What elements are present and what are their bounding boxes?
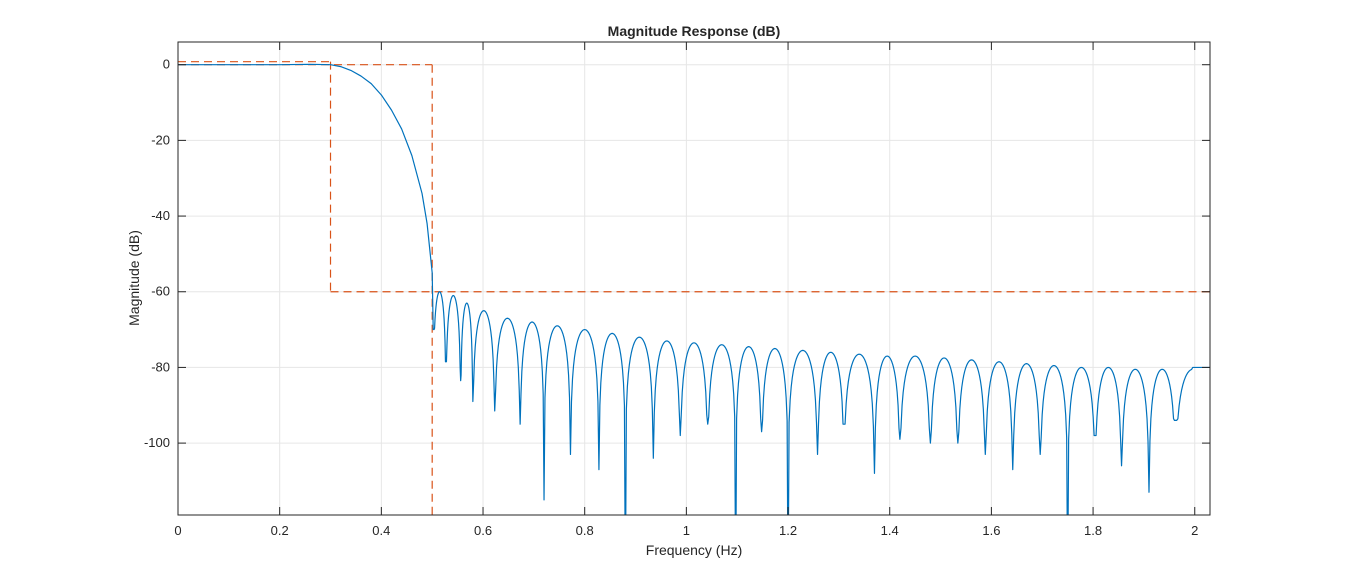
y-tick-label: -40 <box>151 208 170 223</box>
y-axis-label: Magnitude (dB) <box>126 230 142 326</box>
magnitude-response-line <box>178 63 1210 515</box>
y-tick-label: -100 <box>144 435 170 450</box>
x-tick-label: 2 <box>1191 523 1198 538</box>
response-curve-layer <box>178 63 1210 515</box>
x-tick-label: 0.4 <box>372 523 390 538</box>
x-tick-label: 1.4 <box>881 523 899 538</box>
y-tick-label: 0 <box>163 57 170 72</box>
plot-area <box>178 42 1210 515</box>
x-tick-label: 0 <box>174 523 181 538</box>
x-tick-label: 1.8 <box>1084 523 1102 538</box>
y-tick-label: -20 <box>151 132 170 147</box>
axis-ticks: 0 0.2 0.4 0.6 0.8 1 1.2 1.4 1.6 1.8 2 0 -20 -40 -60 -80… <box>144 42 1210 538</box>
chart-title: Magnitude Response (dB) <box>608 23 781 39</box>
x-tick-label: 0.8 <box>576 523 594 538</box>
y-tick-label: -60 <box>151 284 170 299</box>
x-tick-label: 1.2 <box>779 523 797 538</box>
x-tick-label: 1 <box>683 523 690 538</box>
x-tick-label: 1.6 <box>982 523 1000 538</box>
x-tick-label: 0.6 <box>474 523 492 538</box>
y-tick-label: -80 <box>151 359 170 374</box>
x-axis-label: Frequency (Hz) <box>646 542 742 558</box>
x-tick-label: 0.2 <box>271 523 289 538</box>
axes-box <box>177 41 1211 516</box>
